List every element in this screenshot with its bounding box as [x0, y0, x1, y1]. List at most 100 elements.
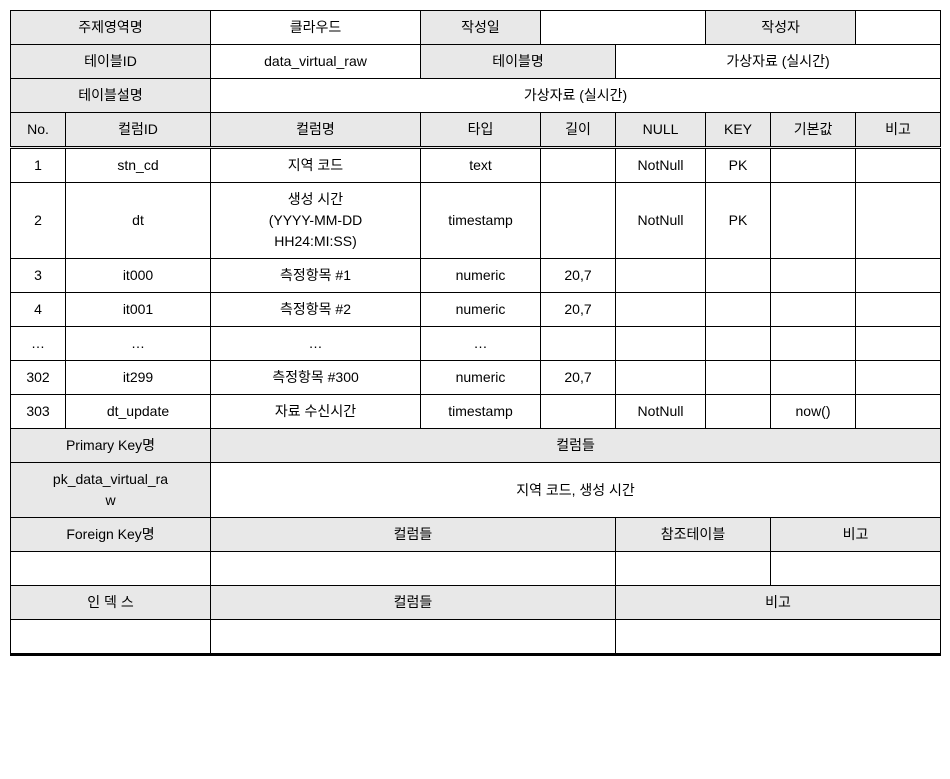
cell-key — [706, 293, 771, 327]
fk-ref-value — [616, 552, 771, 586]
cell-type: … — [421, 327, 541, 361]
table-spec: 주제영역명 클라우드 작성일 작성자 테이블ID data_virtual_ra… — [10, 10, 941, 656]
cell-col-name: 지역 코드 — [211, 148, 421, 183]
table-desc-value: 가상자료 (실시간) — [211, 79, 941, 113]
pk-header-row: Primary Key명 컬럼들 — [11, 429, 941, 463]
fk-remark-label: 비고 — [771, 518, 941, 552]
table-row: 303 dt_update 자료 수신시간 timestamp NotNull … — [11, 395, 941, 429]
table-name-value: 가상자료 (실시간) — [616, 45, 941, 79]
col-header-null: NULL — [616, 113, 706, 148]
cell-null — [616, 293, 706, 327]
fk-name-label: Foreign Key명 — [11, 518, 211, 552]
pk-name-label: Primary Key명 — [11, 429, 211, 463]
cell-null: NotNull — [616, 395, 706, 429]
cell-remark — [856, 327, 941, 361]
cell-default — [771, 259, 856, 293]
idx-label: 인 덱 스 — [11, 586, 211, 620]
idx-value-row — [11, 620, 941, 655]
cell-length: 20,7 — [541, 259, 616, 293]
cell-default: now() — [771, 395, 856, 429]
col-header-length: 길이 — [541, 113, 616, 148]
meta-row-2: 테이블ID data_virtual_raw 테이블명 가상자료 (실시간) — [11, 45, 941, 79]
cell-type: timestamp — [421, 183, 541, 259]
fk-ref-label: 참조테이블 — [616, 518, 771, 552]
idx-remark-value — [616, 620, 941, 655]
cell-key — [706, 361, 771, 395]
cell-null: NotNull — [616, 183, 706, 259]
cell-no: 302 — [11, 361, 66, 395]
cell-key — [706, 259, 771, 293]
pk-name-value: pk_data_virtual_ra w — [11, 463, 211, 518]
cell-remark — [856, 293, 941, 327]
pk-cols-label: 컬럼들 — [211, 429, 941, 463]
cell-null: NotNull — [616, 148, 706, 183]
table-row: 302 it299 측정항목 #300 numeric 20,7 — [11, 361, 941, 395]
subject-area-value: 클라우드 — [211, 11, 421, 45]
cell-remark — [856, 259, 941, 293]
cell-remark — [856, 395, 941, 429]
cell-col-id: it001 — [66, 293, 211, 327]
cell-null — [616, 259, 706, 293]
cell-no: … — [11, 327, 66, 361]
cell-key: PK — [706, 148, 771, 183]
idx-remark-label: 비고 — [616, 586, 941, 620]
cell-type: text — [421, 148, 541, 183]
pk-value-row: pk_data_virtual_ra w 지역 코드, 생성 시간 — [11, 463, 941, 518]
col-header-no: No. — [11, 113, 66, 148]
col-header-default: 기본값 — [771, 113, 856, 148]
idx-cols-value — [211, 620, 616, 655]
pk-cols-value: 지역 코드, 생성 시간 — [211, 463, 941, 518]
cell-default — [771, 293, 856, 327]
cell-length — [541, 183, 616, 259]
col-header-remark: 비고 — [856, 113, 941, 148]
cell-col-name: … — [211, 327, 421, 361]
cell-col-name: 측정항목 #1 — [211, 259, 421, 293]
column-header-row: No. 컬럼ID 컬럼명 타입 길이 NULL KEY 기본값 비고 — [11, 113, 941, 148]
cell-null — [616, 327, 706, 361]
cell-col-name: 자료 수신시간 — [211, 395, 421, 429]
cell-null — [616, 361, 706, 395]
meta-row-3: 테이블설명 가상자료 (실시간) — [11, 79, 941, 113]
col-header-key: KEY — [706, 113, 771, 148]
table-id-label: 테이블ID — [11, 45, 211, 79]
cell-col-id: it000 — [66, 259, 211, 293]
cell-length — [541, 327, 616, 361]
fk-remark-value — [771, 552, 941, 586]
cell-default — [771, 183, 856, 259]
cell-no: 4 — [11, 293, 66, 327]
cell-type: numeric — [421, 293, 541, 327]
cell-default — [771, 327, 856, 361]
cell-default — [771, 361, 856, 395]
cell-type: timestamp — [421, 395, 541, 429]
fk-value-row — [11, 552, 941, 586]
cell-default — [771, 148, 856, 183]
table-row: 4 it001 측정항목 #2 numeric 20,7 — [11, 293, 941, 327]
author-value — [856, 11, 941, 45]
cell-type: numeric — [421, 259, 541, 293]
table-name-label: 테이블명 — [421, 45, 616, 79]
cell-col-id: stn_cd — [66, 148, 211, 183]
cell-remark — [856, 361, 941, 395]
table-id-value: data_virtual_raw — [211, 45, 421, 79]
cell-col-id: … — [66, 327, 211, 361]
cell-col-id: dt_update — [66, 395, 211, 429]
table-row: 2 dt 생성 시간 (YYYY-MM-DD HH24:MI:SS) times… — [11, 183, 941, 259]
cell-no: 3 — [11, 259, 66, 293]
cell-type: numeric — [421, 361, 541, 395]
fk-cols-value — [211, 552, 616, 586]
fk-name-value — [11, 552, 211, 586]
table-desc-label: 테이블설명 — [11, 79, 211, 113]
cell-key — [706, 327, 771, 361]
idx-cols-label: 컬럼들 — [211, 586, 616, 620]
idx-name-value — [11, 620, 211, 655]
created-date-value — [541, 11, 706, 45]
fk-cols-label: 컬럼들 — [211, 518, 616, 552]
subject-area-label: 주제영역명 — [11, 11, 211, 45]
col-header-type: 타입 — [421, 113, 541, 148]
col-header-col-name: 컬럼명 — [211, 113, 421, 148]
col-header-col-id: 컬럼ID — [66, 113, 211, 148]
cell-col-name: 측정항목 #2 — [211, 293, 421, 327]
cell-length: 20,7 — [541, 361, 616, 395]
cell-col-id: dt — [66, 183, 211, 259]
idx-header-row: 인 덱 스 컬럼들 비고 — [11, 586, 941, 620]
